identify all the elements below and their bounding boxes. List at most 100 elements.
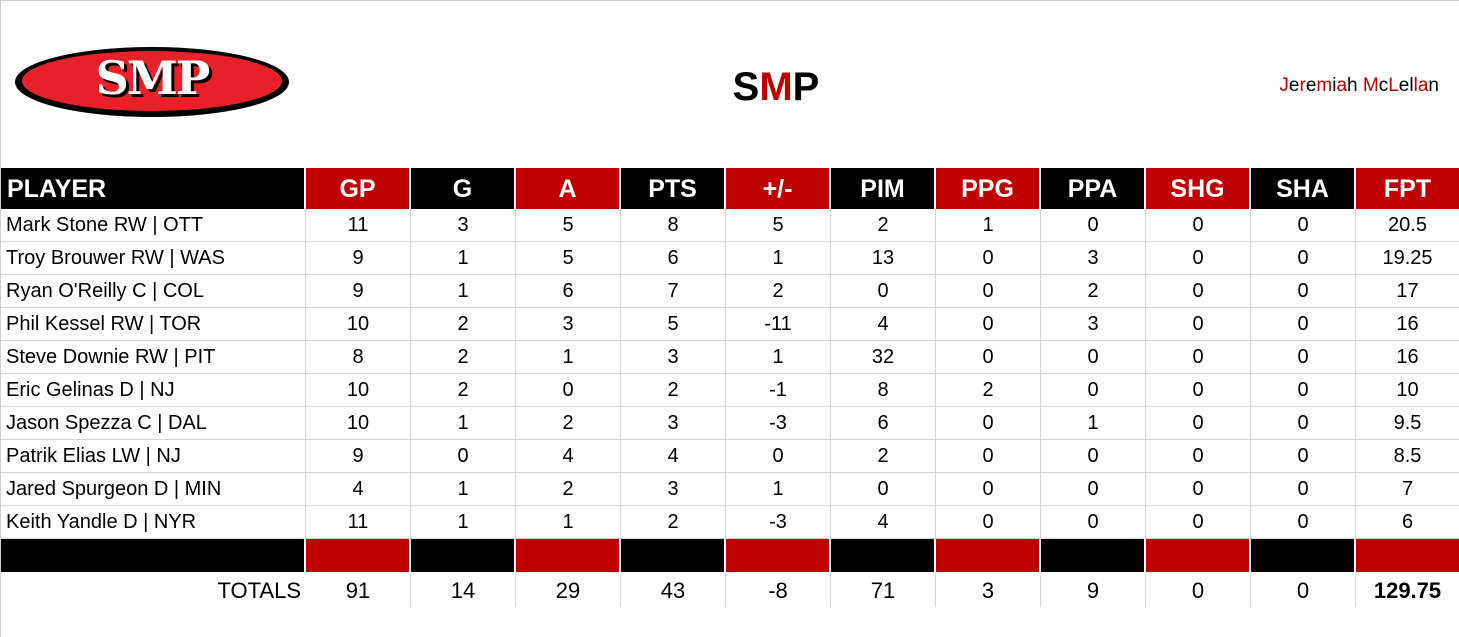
stat-cell-sha: 0 (1251, 275, 1356, 308)
stat-cell-plus-minus: -11 (726, 308, 831, 341)
total-cell-pim: 71 (831, 574, 936, 607)
author-char: J (1279, 75, 1289, 96)
stat-cell-a: 6 (516, 275, 621, 308)
stat-cell-fpt: 8.5 (1356, 440, 1459, 473)
author-char: l (1409, 75, 1414, 96)
stat-cell-a: 3 (516, 308, 621, 341)
author-char: m (1316, 75, 1333, 96)
stat-cell-g: 3 (411, 209, 516, 242)
separator-band-cell (1356, 539, 1459, 572)
stat-cell-g: 2 (411, 374, 516, 407)
stat-cell-ppg: 1 (936, 209, 1041, 242)
page-title-letter-m: M (759, 65, 793, 109)
table-row: Mark Stone RW | OTT 11 3 5 8 5 2 1 0 0 0 20.5 (1, 209, 1459, 242)
total-cell-pts: 43 (621, 574, 726, 607)
stat-cell-pts: 3 (621, 473, 726, 506)
stat-cell-shg: 0 (1146, 242, 1251, 275)
player-name-cell: Keith Yandle D | NYR (1, 506, 306, 539)
stat-cell-ppg: 0 (936, 242, 1041, 275)
player-name-cell: Troy Brouwer RW | WAS (1, 242, 306, 275)
stat-cell-sha: 0 (1251, 440, 1356, 473)
stat-cell-pts: 2 (621, 374, 726, 407)
stat-cell-gp: 10 (306, 374, 411, 407)
player-name-cell: Jared Spurgeon D | MIN (1, 473, 306, 506)
stat-cell-sha: 0 (1251, 308, 1356, 341)
smp-logo: SMP SMP (13, 45, 291, 119)
stat-cell-a: 2 (516, 473, 621, 506)
stat-cell-sha: 0 (1251, 242, 1356, 275)
stat-cell-ppg: 0 (936, 275, 1041, 308)
stat-cell-g: 1 (411, 275, 516, 308)
player-name-cell: Phil Kessel RW | TOR (1, 308, 306, 341)
stat-cell-plus-minus: 5 (726, 209, 831, 242)
stat-cell-shg: 0 (1146, 209, 1251, 242)
total-cell-shg: 0 (1146, 574, 1251, 607)
page-title-letter-s: S (732, 65, 760, 109)
stat-cell-gp: 9 (306, 275, 411, 308)
stat-cell-fpt: 9.5 (1356, 407, 1459, 440)
stat-cell-gp: 11 (306, 209, 411, 242)
stat-cell-a: 0 (516, 374, 621, 407)
stat-cell-gp: 11 (306, 506, 411, 539)
table-row: Jared Spurgeon D | MIN 4 1 2 3 1 0 0 0 0 0 7 (1, 473, 1459, 506)
stat-cell-shg: 0 (1146, 275, 1251, 308)
column-header-pim: PIM (831, 168, 934, 209)
stat-cell-pts: 4 (621, 440, 726, 473)
stat-cell-pim: 4 (831, 506, 936, 539)
column-header-gp: GP (306, 168, 409, 209)
stat-cell-a: 5 (516, 242, 621, 275)
column-header-player: PLAYER (1, 168, 304, 209)
column-header-sha: SHA (1251, 168, 1354, 209)
stat-cell-ppa: 0 (1041, 473, 1146, 506)
player-name-cell: Patrik Elias LW | NJ (1, 440, 306, 473)
stat-cell-plus-minus: 2 (726, 275, 831, 308)
table-row: Patrik Elias LW | NJ 9 0 4 4 0 2 0 0 0 0 8.5 (1, 440, 1459, 473)
author-char: a (1417, 75, 1429, 96)
stat-cell-fpt: 17 (1356, 275, 1459, 308)
stat-cell-pts: 3 (621, 407, 726, 440)
table-row: Phil Kessel RW | TOR 10 2 3 5 -11 4 0 3 0 0 16 (1, 308, 1459, 341)
stat-cell-g: 1 (411, 473, 516, 506)
table-row: Eric Gelinas D | NJ 10 2 0 2 -1 8 2 0 0 0 10 (1, 374, 1459, 407)
stat-cell-plus-minus: 1 (726, 473, 831, 506)
stat-cell-pim: 2 (831, 440, 936, 473)
stat-cell-gp: 9 (306, 440, 411, 473)
stat-cell-ppg: 0 (936, 473, 1041, 506)
stat-cell-g: 0 (411, 440, 516, 473)
stat-cell-ppa: 0 (1041, 374, 1146, 407)
stat-cell-pts: 3 (621, 341, 726, 374)
table-header-row: PLAYER GP G A PTS +/- PIM PPG PPA SHG SHA FPT (1, 168, 1459, 209)
stat-cell-ppa: 2 (1041, 275, 1146, 308)
stat-cell-pim: 13 (831, 242, 936, 275)
stat-cell-pts: 7 (621, 275, 726, 308)
stat-cell-ppa: 0 (1041, 341, 1146, 374)
stat-cell-ppg: 0 (936, 440, 1041, 473)
stat-cell-pim: 0 (831, 473, 936, 506)
stat-cell-ppa: 0 (1041, 440, 1146, 473)
stat-cell-shg: 0 (1146, 308, 1251, 341)
stat-cell-ppg: 2 (936, 374, 1041, 407)
author-char: e (1398, 75, 1410, 96)
separator-band-cell (831, 539, 934, 572)
stat-cell-ppa: 1 (1041, 407, 1146, 440)
stat-cell-fpt: 16 (1356, 308, 1459, 341)
stat-cell-gp: 4 (306, 473, 411, 506)
player-name-cell: Eric Gelinas D | NJ (1, 374, 306, 407)
total-cell-plus-minus: -8 (726, 574, 831, 607)
stat-cell-ppa: 3 (1041, 242, 1146, 275)
author-char: a (1336, 75, 1348, 96)
total-cell-fpt: 129.75 (1356, 574, 1459, 607)
stat-cell-g: 1 (411, 242, 516, 275)
stat-cell-a: 4 (516, 440, 621, 473)
stat-cell-ppg: 0 (936, 341, 1041, 374)
stat-cell-gp: 8 (306, 341, 411, 374)
stat-cell-shg: 0 (1146, 341, 1251, 374)
separator-band-cell (621, 539, 724, 572)
player-name-cell: Ryan O'Reilly C | COL (1, 275, 306, 308)
total-cell-ppa: 9 (1041, 574, 1146, 607)
author-char: r (1299, 75, 1306, 96)
stat-cell-gp: 10 (306, 308, 411, 341)
stat-cell-g: 2 (411, 341, 516, 374)
table-row: Keith Yandle D | NYR 11 1 1 2 -3 4 0 0 0 0 6 (1, 506, 1459, 539)
stat-cell-pim: 6 (831, 407, 936, 440)
